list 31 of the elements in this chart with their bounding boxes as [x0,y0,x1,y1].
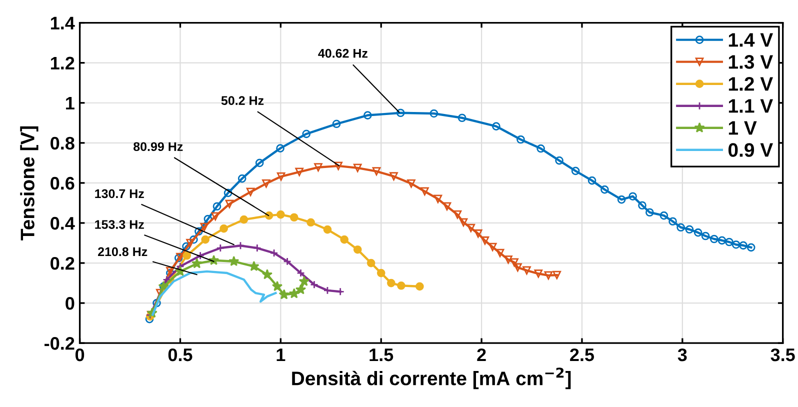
x-tick-label: 0.5 [168,348,192,362]
y-axis-title: Tensione [V] [20,126,38,240]
annotation: 153.3 Hz [95,220,144,229]
legend-label: 1 V [728,121,757,135]
y-tick-label: 0 [66,296,74,310]
x-tick-label: 3 [678,348,687,362]
x-tick-label: 2.5 [570,348,594,362]
y-tick-label: 1 [66,96,74,110]
x-tick-label: 3.5 [770,348,795,362]
annotation: 210.8 Hz [98,247,148,256]
y-tick-label: 0.2 [50,256,74,270]
annotation: 80.99 Hz [134,142,183,152]
annotation: 130.7 Hz [95,189,144,198]
x-tick-label: 2 [477,348,486,362]
annotation: 40.62 Hz [318,48,368,58]
y-tick-label: 0.6 [50,176,74,190]
x-tick-label: 0 [75,348,84,362]
legend-label: 1.3 V [728,55,773,69]
y-tick-label: 1.4 [50,16,75,30]
y-tick-label: 1.2 [50,56,74,70]
y-tick-label: 0.8 [50,136,74,150]
x-tick-label: 1 [276,348,286,362]
legend-label: 1.4 V [728,33,773,47]
annotation: 50.2 Hz [221,96,264,106]
x-tick-label: 1.5 [370,348,394,362]
legend-label: 1.1 V [728,99,773,113]
y-tick-label: -0.2 [44,337,74,350]
legend-label: 1.2 V [728,77,773,91]
x-axis-title: Densità di corrente [mA cm$^{−2}$] [292,368,571,390]
y-tick-label: 0.4 [50,216,75,230]
legend-label: 0.9 V [728,143,773,157]
